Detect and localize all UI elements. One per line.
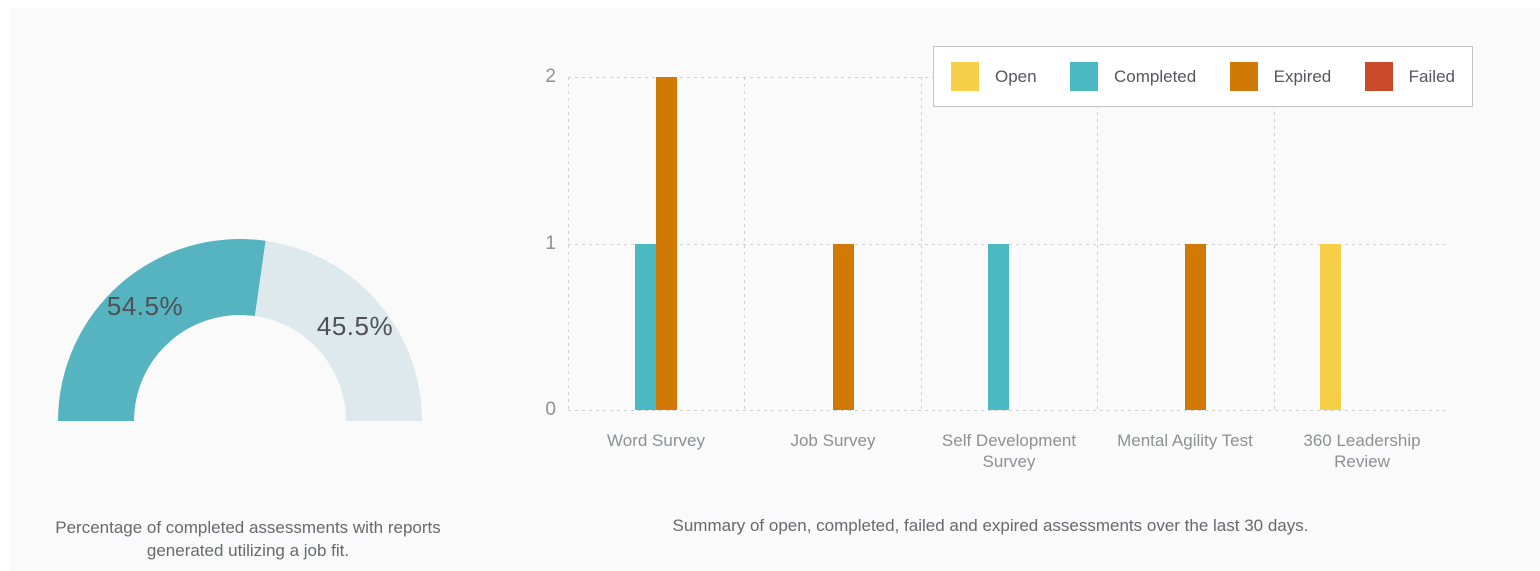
legend-label-expired: Expired [1273, 66, 1332, 86]
category-label-text: 360 Leadership Review [1303, 431, 1421, 471]
bar-expired-0 [656, 77, 677, 410]
gauge-slice-remaining [254, 240, 422, 421]
gauge-chart [58, 239, 422, 421]
legend-swatch-completed [1070, 62, 1098, 91]
gauge-value-label-completed: 54.5% [106, 291, 184, 321]
gridline-y-0 [568, 410, 1450, 411]
legend-label-failed: Failed [1408, 66, 1455, 86]
gridline-x-0 [568, 77, 569, 411]
y-axis-tick-label: 2 [545, 66, 556, 87]
category-label-text: Mental Agility Test [1117, 431, 1253, 450]
gridline-x-4 [1274, 77, 1275, 411]
legend-item-expired[interactable]: Expired [1229, 62, 1332, 91]
bar-chart-caption: Summary of open, completed, failed and e… [672, 516, 1309, 535]
category-label: Word Survey [567, 430, 745, 451]
legend: Open Completed Expired Failed [933, 46, 1473, 107]
gauge-slice-completed [58, 239, 266, 421]
category-label-text: Job Survey [790, 431, 876, 450]
category-label-text: Self Development Survey [941, 431, 1077, 471]
category-label-text: Word Survey [607, 431, 705, 450]
legend-label-completed: Completed [1114, 66, 1197, 86]
legend-swatch-open [951, 62, 979, 91]
gridline-x-2 [921, 77, 922, 411]
category-label: Self Development Survey [920, 430, 1098, 472]
legend-swatch-failed [1364, 62, 1393, 91]
gridline-y-1 [568, 243, 1450, 245]
bar-open-4 [1320, 243, 1341, 410]
gridline-x-1 [744, 77, 745, 411]
legend-item-failed[interactable]: Failed [1364, 62, 1455, 91]
bar-completed-2 [988, 243, 1009, 410]
category-label: Mental Agility Test [1096, 430, 1274, 451]
category-label: 360 Leadership Review [1273, 430, 1451, 472]
y-axis-tick-label: 0 [545, 399, 556, 420]
bar-expired-1 [833, 243, 854, 410]
y-axis-tick-label: 1 [545, 232, 556, 254]
gauge-value-label-remaining: 45.5% [316, 311, 394, 341]
bar-expired-3 [1185, 243, 1206, 410]
legend-label-open: Open [995, 66, 1037, 86]
legend-swatch-expired [1229, 62, 1258, 91]
gridline-x-3 [1097, 77, 1098, 411]
bar-completed-0 [635, 243, 656, 410]
gauge-caption: Percentage of completed assessments with… [55, 518, 441, 560]
legend-item-completed[interactable]: Completed [1070, 62, 1196, 91]
category-label: Job Survey [744, 430, 922, 451]
legend-item-open[interactable]: Open [951, 62, 1037, 91]
